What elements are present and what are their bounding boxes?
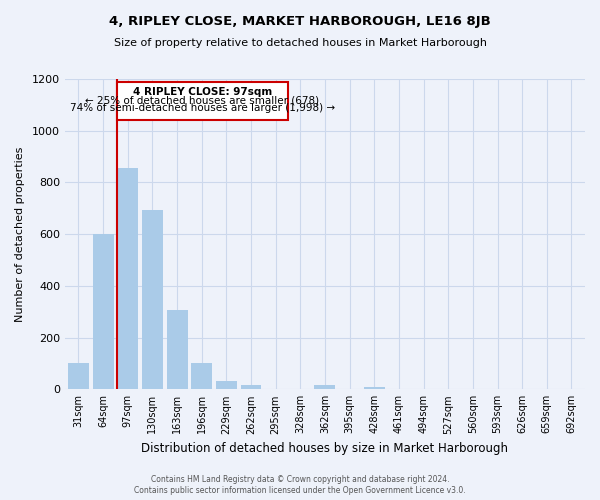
Bar [142,210,163,390]
Bar [314,386,335,390]
Text: Contains HM Land Registry data © Crown copyright and database right 2024.: Contains HM Land Registry data © Crown c… [151,475,449,484]
Text: 4, RIPLEY CLOSE, MARKET HARBOROUGH, LE16 8JB: 4, RIPLEY CLOSE, MARKET HARBOROUGH, LE16… [109,15,491,28]
Text: 74% of semi-detached houses are larger (1,998) →: 74% of semi-detached houses are larger (… [70,103,335,113]
Bar [92,234,113,390]
X-axis label: Distribution of detached houses by size in Market Harborough: Distribution of detached houses by size … [142,442,508,455]
Bar [167,310,188,390]
Bar [68,364,89,390]
Bar [191,364,212,390]
FancyBboxPatch shape [116,82,288,120]
Bar [241,384,262,390]
Text: 4 RIPLEY CLOSE: 97sqm: 4 RIPLEY CLOSE: 97sqm [133,87,272,97]
Bar [216,381,237,390]
Text: Contains public sector information licensed under the Open Government Licence v3: Contains public sector information licen… [134,486,466,495]
Bar [364,386,385,390]
Text: Size of property relative to detached houses in Market Harborough: Size of property relative to detached ho… [113,38,487,48]
Y-axis label: Number of detached properties: Number of detached properties [15,146,25,322]
Text: ← 25% of detached houses are smaller (678): ← 25% of detached houses are smaller (67… [85,96,319,106]
Bar [118,168,138,390]
